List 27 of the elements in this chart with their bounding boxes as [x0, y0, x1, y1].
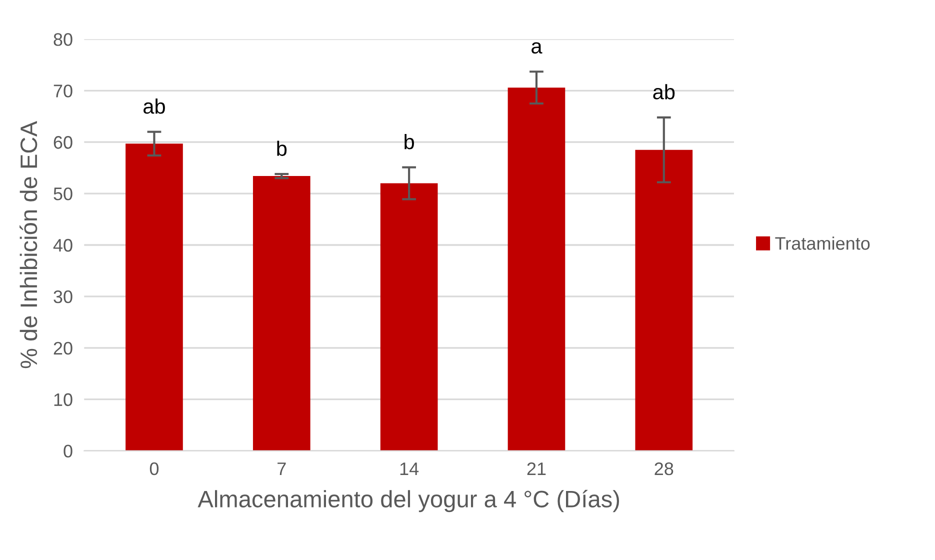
bar — [635, 150, 693, 451]
y-tick-label: 30 — [54, 290, 72, 304]
y-tick-label: 0 — [64, 444, 72, 458]
y-tick-label: 50 — [54, 187, 72, 200]
annotation: a — [532, 42, 542, 54]
bar — [126, 144, 183, 451]
x-axis-title: Almacenamiento del yogur a 4 °C (Días) — [198, 490, 620, 512]
y-tick-label: 60 — [54, 136, 72, 149]
annotation: b — [277, 140, 287, 156]
annotation: b — [404, 134, 414, 150]
x-tick-label: 0 — [150, 462, 159, 476]
annotation: ab — [144, 98, 165, 114]
y-tick-label: 40 — [53, 238, 72, 252]
annotation: ab — [653, 84, 675, 100]
y-tick-label: 10 — [54, 393, 72, 406]
y-tick-label: 20 — [54, 342, 72, 355]
x-tick-label: 28 — [654, 462, 674, 476]
bar — [380, 183, 438, 451]
y-tick-label: 80 — [54, 33, 72, 46]
bar — [508, 88, 566, 451]
x-tick-label: 21 — [527, 462, 546, 475]
x-tick-label: 7 — [278, 462, 286, 475]
bar — [252, 176, 310, 451]
legend-label: Tratamiento — [775, 236, 870, 250]
y-tick-label: 70 — [54, 84, 72, 98]
x-tick-label: 14 — [400, 462, 419, 475]
y-axis-title: % de Inhibición de ECA — [20, 121, 38, 368]
